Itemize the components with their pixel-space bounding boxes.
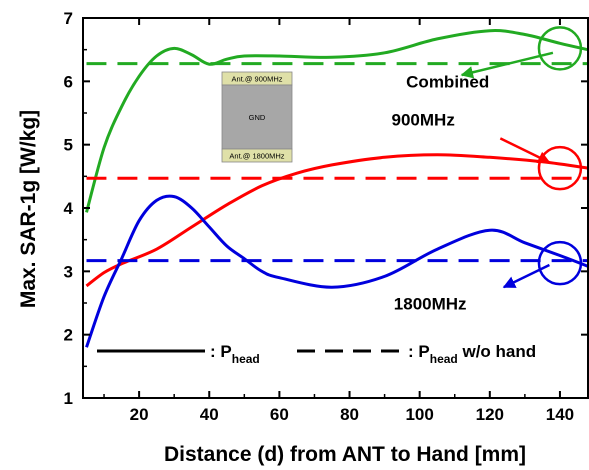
y-tick-label: 1 — [64, 389, 73, 408]
x-tick-label: 40 — [200, 405, 219, 424]
inset-bottom-label: Ant.@ 1800MHz — [229, 152, 284, 161]
legend: : Phead : Phead w/o hand — [97, 342, 536, 366]
x-tick-label: 100 — [405, 405, 433, 424]
annotation-label-combined: Combined — [406, 73, 489, 92]
x-tick-label: 80 — [340, 405, 359, 424]
x-tick-label: 140 — [546, 405, 574, 424]
y-axis-ticks: 1 2 3 4 5 6 7 — [64, 9, 588, 408]
series-line-1800mhz — [85, 194, 589, 348]
annotation-arrow-combined — [460, 51, 554, 79]
series-line-combined — [85, 29, 589, 213]
y-tick-label: 5 — [64, 136, 73, 155]
y-tick-label: 3 — [64, 262, 73, 281]
inset-gnd-plane — [221, 84, 293, 150]
inset-top-label: Ant.@ 900MHz — [232, 75, 283, 84]
annotation-label-1800: 1800MHz — [394, 294, 467, 313]
annotation-label-900: 900MHz — [392, 111, 455, 130]
inset-center-label: GND — [249, 113, 266, 122]
annotation-circle-combined — [537, 26, 583, 71]
x-axis-label: Distance (d) from ANT to Hand [mm] — [164, 443, 526, 466]
x-tick-label: 120 — [476, 405, 504, 424]
annotation-layer: Combined 900MHz 1800MHz — [392, 26, 583, 313]
y-tick-label: 4 — [64, 199, 74, 218]
x-tick-label: 20 — [130, 405, 149, 424]
inset-bottom-box — [221, 148, 293, 163]
plot-frame — [82, 17, 589, 399]
series-layer — [85, 29, 589, 348]
y-tick-label: 6 — [64, 72, 73, 91]
annotation-circle-1800 — [537, 240, 583, 286]
annotation-arrow-1800 — [502, 263, 550, 289]
antenna-inset-diagram: Ant.@ 900MHz GND Ant.@ 1800MHz — [221, 71, 293, 163]
x-axis-ticks: 20 40 60 80 100 120 140 — [103, 18, 574, 424]
annotation-arrow-900 — [499, 137, 551, 164]
y-tick-label: 2 — [64, 326, 73, 345]
y-tick-label: 7 — [64, 9, 73, 28]
series-line-900mhz — [85, 153, 589, 288]
y-axis-label: Max. SAR-1g [W/kg] — [17, 110, 40, 308]
legend-dashed-label: : Phead w/o hand — [408, 342, 536, 366]
x-tick-label: 60 — [270, 405, 289, 424]
legend-solid-label: : Phead — [210, 342, 260, 366]
annotation-circle-900 — [537, 145, 583, 191]
